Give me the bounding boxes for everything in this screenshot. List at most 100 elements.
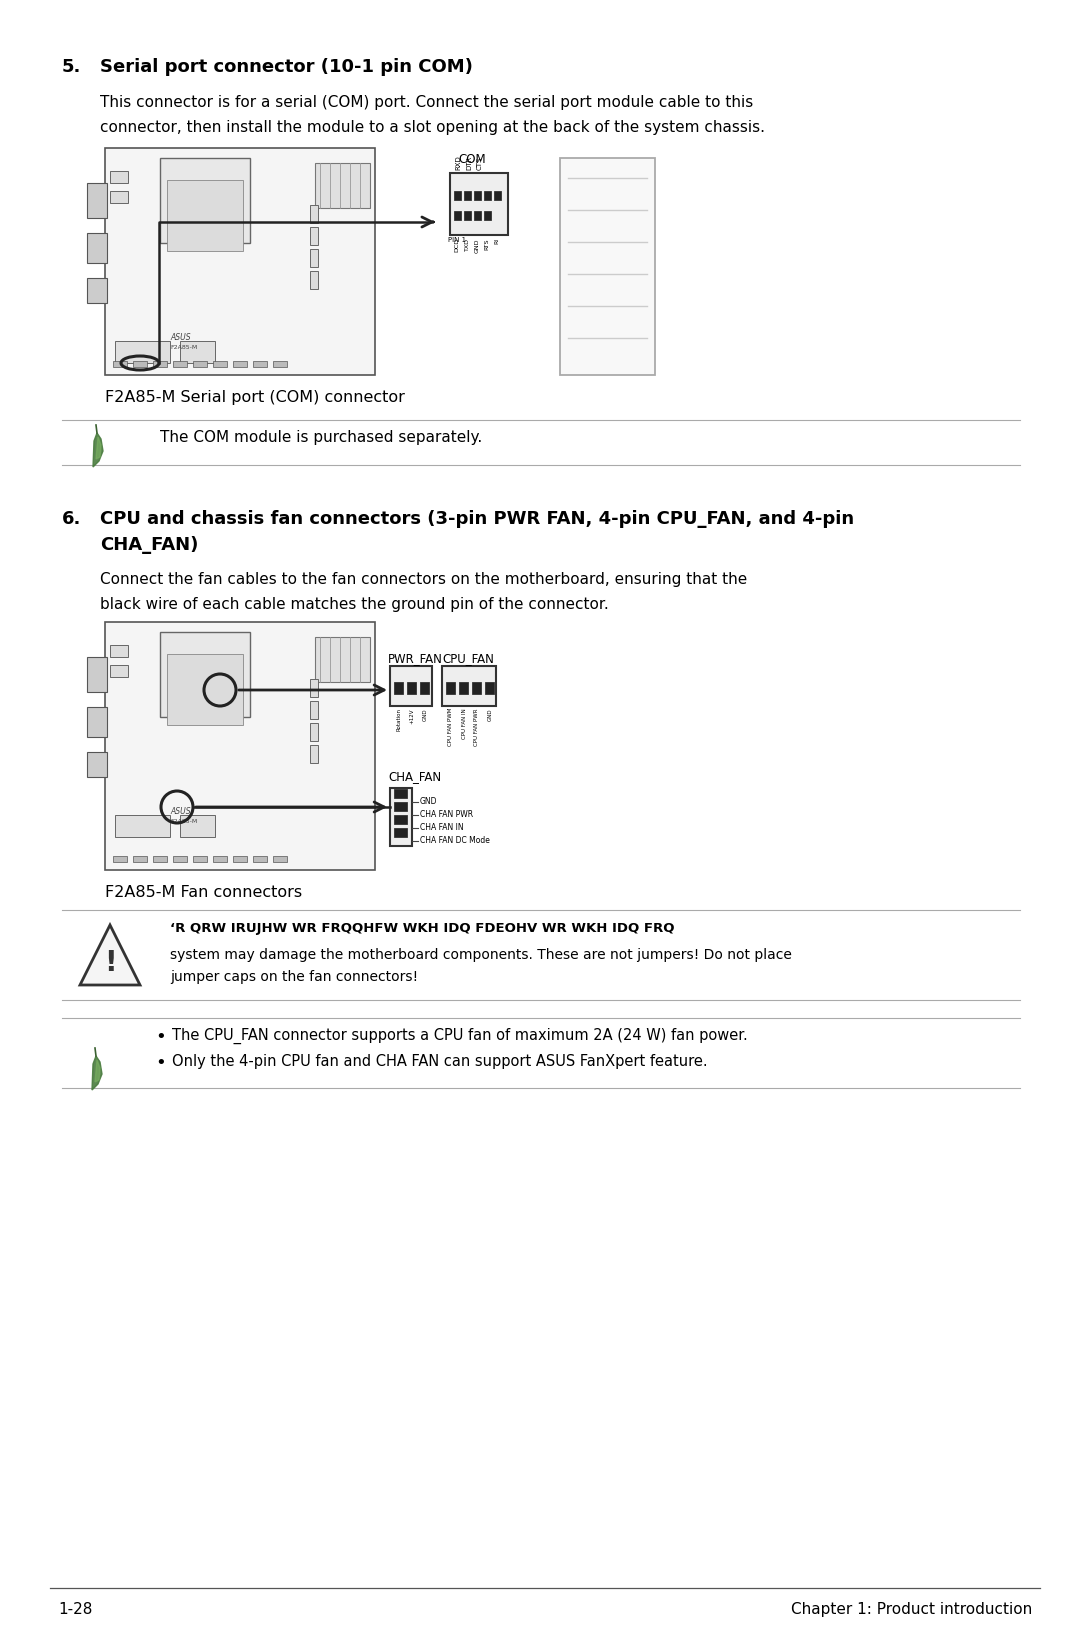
Bar (167, 181, 243, 251)
Text: DCD: DCD (455, 238, 459, 252)
Bar (105, 622, 375, 870)
Bar (87, 278, 107, 303)
Text: GND: GND (487, 708, 492, 721)
Bar (133, 361, 147, 368)
Bar (310, 701, 318, 719)
Text: black wire of each cable matches the ground pin of the connector.: black wire of each cable matches the gro… (100, 597, 609, 612)
Text: PWR_FAN: PWR_FAN (388, 652, 443, 665)
Text: GND: GND (422, 708, 428, 721)
Bar (160, 631, 249, 718)
Bar (459, 682, 468, 695)
Text: system may damage the motherboard components. These are not jumpers! Do not plac: system may damage the motherboard compon… (170, 949, 792, 962)
Text: CHA_FAN): CHA_FAN) (100, 535, 199, 555)
Bar (472, 682, 481, 695)
Text: Connect the fan cables to the fan connectors on the motherboard, ensuring that t: Connect the fan cables to the fan connec… (100, 573, 747, 587)
Text: RXD: RXD (455, 155, 461, 169)
Bar (394, 682, 403, 695)
Polygon shape (93, 433, 103, 467)
Text: TXD: TXD (464, 238, 470, 251)
Bar (464, 212, 471, 220)
Text: •: • (156, 1028, 165, 1046)
Text: CPU FAN IN: CPU FAN IN (461, 708, 467, 739)
Bar (173, 856, 187, 862)
Bar (213, 361, 227, 368)
Text: F2A85-M Serial port (COM) connector: F2A85-M Serial port (COM) connector (105, 390, 405, 405)
Bar (454, 190, 461, 200)
Bar (110, 171, 129, 182)
Bar (310, 205, 318, 223)
Bar (310, 722, 318, 740)
Bar (180, 342, 215, 363)
Bar (193, 361, 207, 368)
Bar (310, 745, 318, 763)
Bar (450, 172, 508, 234)
Text: connector, then install the module to a slot opening at the back of the system c: connector, then install the module to a … (100, 120, 765, 135)
Text: CPU FAN PWR: CPU FAN PWR (474, 708, 480, 745)
Bar (113, 856, 127, 862)
Bar (394, 815, 407, 823)
Text: !: ! (104, 949, 117, 976)
Bar (114, 342, 170, 363)
Bar (315, 638, 370, 682)
Bar (87, 233, 107, 264)
Bar (133, 856, 147, 862)
Text: Only the 4-pin CPU fan and CHA FAN can support ASUS FanXpert feature.: Only the 4-pin CPU fan and CHA FAN can s… (172, 1054, 707, 1069)
Bar (390, 665, 432, 706)
Polygon shape (80, 926, 140, 984)
Bar (454, 212, 461, 220)
Bar (442, 665, 496, 706)
Bar (273, 856, 287, 862)
Text: CPU and chassis fan connectors (3-pin PWR FAN, 4-pin CPU_FAN, and 4-pin: CPU and chassis fan connectors (3-pin PW… (100, 509, 854, 529)
Text: jumper caps on the fan connectors!: jumper caps on the fan connectors! (170, 970, 418, 984)
Bar (87, 708, 107, 737)
Text: •: • (156, 1054, 165, 1072)
Bar (474, 212, 481, 220)
Polygon shape (96, 438, 102, 459)
Bar (173, 361, 187, 368)
Text: COM: COM (458, 153, 486, 166)
Bar (233, 361, 247, 368)
Bar (561, 158, 654, 374)
Bar (110, 644, 129, 657)
Text: GND: GND (474, 238, 480, 252)
Text: GND: GND (420, 797, 437, 805)
Text: CHA FAN DC Mode: CHA FAN DC Mode (420, 836, 490, 844)
Bar (446, 682, 455, 695)
Bar (394, 828, 407, 836)
Bar (310, 228, 318, 246)
Text: 5.: 5. (62, 59, 81, 76)
Bar (167, 654, 243, 726)
Text: ASUS: ASUS (170, 334, 191, 342)
Bar (110, 190, 129, 203)
Text: PIN 1: PIN 1 (448, 238, 467, 242)
Bar (87, 752, 107, 778)
Text: 6.: 6. (62, 509, 81, 529)
Bar (315, 163, 370, 208)
Bar (310, 272, 318, 290)
Bar (253, 856, 267, 862)
Bar (180, 815, 215, 836)
Text: ‘R QRW IRUJHW WR FRQQHFW WKH IDQ FDEOHV WR WKH IDQ FRQ: ‘R QRW IRUJHW WR FRQQHFW WKH IDQ FDEOHV … (170, 923, 675, 936)
Text: +12V: +12V (409, 708, 415, 724)
Bar (464, 190, 471, 200)
Bar (420, 682, 429, 695)
Text: F2A85-M: F2A85-M (170, 818, 198, 823)
Bar (87, 657, 107, 691)
Bar (105, 148, 375, 374)
Bar (253, 361, 267, 368)
Bar (394, 789, 407, 797)
Text: The COM module is purchased separately.: The COM module is purchased separately. (160, 430, 483, 446)
Bar (310, 249, 318, 267)
Bar (485, 682, 494, 695)
Bar (160, 158, 249, 242)
Text: CTS: CTS (477, 156, 483, 169)
Text: F2A85-M: F2A85-M (170, 345, 198, 350)
Bar (484, 190, 491, 200)
Bar (310, 678, 318, 696)
Bar (494, 190, 501, 200)
Bar (233, 856, 247, 862)
Text: CHA_FAN: CHA_FAN (388, 770, 441, 783)
Bar (390, 787, 411, 846)
Text: Serial port connector (10-1 pin COM): Serial port connector (10-1 pin COM) (100, 59, 473, 76)
Text: CPU_FAN: CPU_FAN (442, 652, 494, 665)
